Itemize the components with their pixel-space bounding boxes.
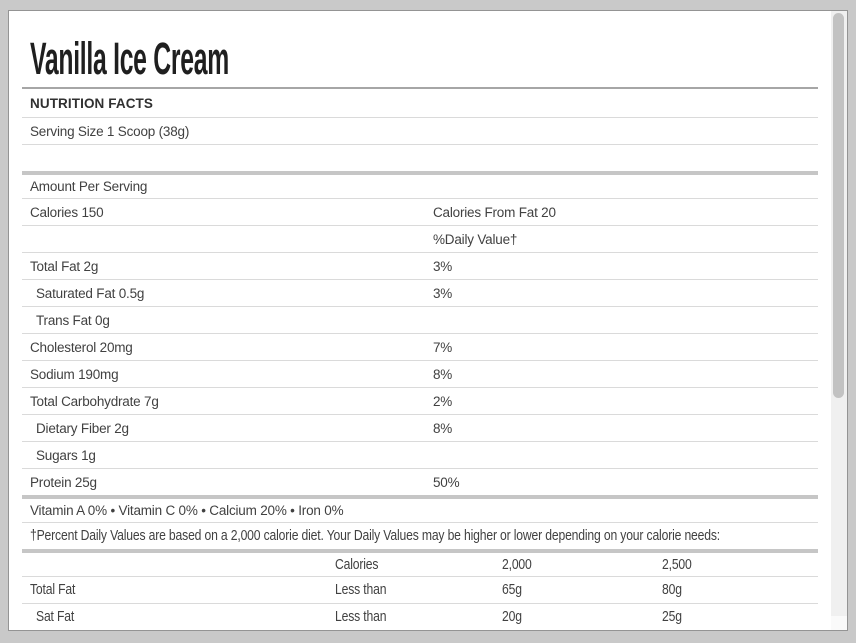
- footnote-row: †Percent Daily Values are based on a 2,0…: [22, 522, 818, 549]
- nutrition-row: Trans Fat 0g: [22, 306, 818, 333]
- nutrition-label: Vanilla Ice Cream NUTRITION FACTS Servin…: [22, 11, 818, 630]
- nutrition-row: [22, 144, 818, 171]
- reference-cell: [22, 557, 327, 572]
- nutrient-value: 3%: [433, 258, 453, 274]
- nutrient-label: Dietary Fiber 2g: [36, 420, 129, 436]
- nutrition-row: Total Fat 2g 3%: [22, 252, 818, 279]
- nutrient-label: Sugars 1g: [36, 447, 96, 463]
- reference-row: Calories 2,000 2,500: [22, 549, 818, 576]
- document-window: Vanilla Ice Cream NUTRITION FACTS Servin…: [8, 10, 848, 631]
- nutrient-value: 7%: [433, 339, 453, 355]
- nutrient-value: Calories From Fat 20: [433, 204, 556, 220]
- nutrient-label: Sodium 190mg: [30, 366, 119, 382]
- nutrition-row: Amount Per Serving: [22, 171, 818, 198]
- vertical-scrollbar[interactable]: [831, 11, 847, 630]
- nutrition-row: Calories 150 Calories From Fat 20: [22, 198, 818, 225]
- page-title: Vanilla Ice Cream: [30, 33, 229, 84]
- nutrition-row: Saturated Fat 0.5g 3%: [22, 279, 818, 306]
- vitamins-text: Vitamin A 0% • Vitamin C 0% • Calcium 20…: [30, 503, 344, 518]
- nutrition-row: Protein 25g 50%: [22, 468, 818, 495]
- nutrient-value: 8%: [433, 366, 453, 382]
- reference-cell: 20g: [502, 609, 522, 625]
- vitamins-row: Vitamin A 0% • Vitamin C 0% • Calcium 20…: [22, 495, 818, 522]
- nutrient-label: Total Fat 2g: [30, 258, 99, 274]
- nutrient-value: 50%: [433, 474, 460, 490]
- reference-cell: 25g: [662, 609, 682, 625]
- reference-cell: 2,500: [662, 556, 692, 573]
- reference-cell: Less than: [335, 609, 387, 625]
- reference-table-rows: Calories 2,000 2,500 Total Fat Less than 65g 8…: [22, 549, 818, 630]
- nutrition-row: Cholesterol 20mg 7%: [22, 333, 818, 360]
- reference-row: Total Fat Less than 65g 80g: [22, 576, 818, 603]
- nutrition-row: Sugars 1g: [22, 441, 818, 468]
- nutrient-value: %Daily Value†: [433, 231, 518, 247]
- nutrient-label: Serving Size 1 Scoop (38g): [30, 123, 190, 139]
- scrollbar-corner: [831, 616, 847, 630]
- nutrient-label: Calories 150: [30, 204, 104, 220]
- nutrient-value: 3%: [433, 285, 453, 301]
- nutrition-facts-header: NUTRITION FACTS: [30, 95, 153, 111]
- nutrient-value: 2%: [433, 393, 453, 409]
- reference-cell: Calories: [335, 556, 379, 573]
- nutrient-label: Total Carbohydrate 7g: [30, 393, 159, 409]
- nutrition-row: Dietary Fiber 2g 8%: [22, 414, 818, 441]
- reference-cell: Total Fat: [30, 582, 76, 598]
- reference-cell: Less than: [335, 582, 387, 598]
- scrollbar-thumb[interactable]: [833, 13, 844, 398]
- nutrient-label: Protein 25g: [30, 474, 97, 490]
- nutrient-value: 8%: [433, 420, 453, 436]
- reference-cell: 65g: [502, 582, 522, 598]
- page-title-wrap: Vanilla Ice Cream: [22, 11, 818, 87]
- nutrient-label: Saturated Fat 0.5g: [36, 285, 145, 301]
- nutrition-row: Sodium 190mg 8%: [22, 360, 818, 387]
- reference-cell: Sat Fat: [36, 609, 75, 625]
- nutrient-label: Trans Fat 0g: [36, 312, 110, 328]
- reference-cell: 80g: [662, 582, 682, 598]
- facts-rows: Serving Size 1 Scoop (38g) Amount Per Ser…: [22, 117, 818, 495]
- nutrient-label: Amount Per Serving: [30, 179, 148, 194]
- reference-row: Sat Fat Less than 20g 25g: [22, 603, 818, 630]
- nutrient-label: Cholesterol 20mg: [30, 339, 133, 355]
- footnote-text: †Percent Daily Values are based on a 2,0…: [30, 528, 721, 544]
- nutrition-row: Serving Size 1 Scoop (38g): [22, 117, 818, 144]
- nutrition-row: Total Carbohydrate 7g 2%: [22, 387, 818, 414]
- reference-cell: 2,000: [502, 556, 532, 573]
- nutrition-facts-header-row: NUTRITION FACTS: [22, 87, 818, 117]
- nutrition-row: %Daily Value†: [22, 225, 818, 252]
